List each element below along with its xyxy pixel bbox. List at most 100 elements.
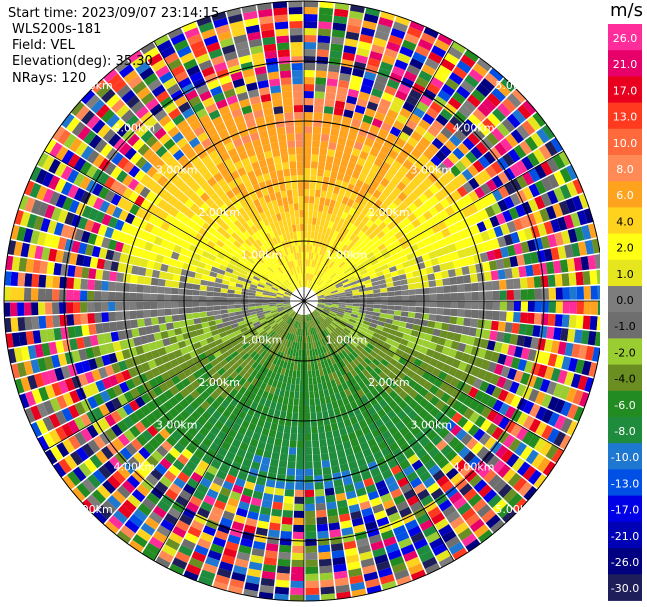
velocity-gate <box>212 334 221 341</box>
velocity-gate <box>359 551 373 561</box>
velocity-gate <box>245 517 258 527</box>
velocity-gate <box>280 446 289 455</box>
velocity-gate <box>361 216 370 225</box>
velocity-gate <box>41 172 54 188</box>
velocity-gate <box>206 376 216 386</box>
velocity-gate <box>214 207 224 217</box>
velocity-gate <box>51 382 63 397</box>
velocity-gate <box>250 45 264 55</box>
velocity-gate <box>435 150 447 162</box>
velocity-gate <box>220 399 230 409</box>
velocity-gate <box>288 310 295 316</box>
velocity-gate <box>201 380 211 390</box>
velocity-gate <box>209 202 220 212</box>
velocity-gate <box>512 278 521 289</box>
velocity-gate <box>355 413 365 423</box>
velocity-gate <box>213 453 225 464</box>
velocity-gate <box>312 440 320 448</box>
velocity-gate <box>420 453 432 465</box>
velocity-gate <box>283 295 291 299</box>
velocity-gate <box>242 68 255 78</box>
velocity-gate <box>254 425 263 435</box>
velocity-gate <box>364 176 374 186</box>
velocity-gate <box>337 506 350 516</box>
colorbar-tick-label: 2.0 <box>616 242 634 255</box>
velocity-gate <box>154 463 168 476</box>
velocity-gate <box>269 458 279 467</box>
velocity-gate <box>275 268 282 275</box>
velocity-gate <box>288 397 294 406</box>
velocity-gate <box>331 371 339 380</box>
velocity-gate <box>434 493 449 506</box>
velocity-gate <box>80 290 88 301</box>
velocity-gate <box>68 435 81 450</box>
velocity-gate <box>277 558 291 567</box>
velocity-gate <box>590 301 598 315</box>
azimuth-line <box>303 150 565 302</box>
velocity-gate <box>181 465 194 478</box>
velocity-gate <box>405 170 416 181</box>
velocity-gate <box>86 494 102 509</box>
velocity-gate <box>321 460 331 468</box>
velocity-gate <box>247 445 257 455</box>
velocity-gate <box>553 187 565 202</box>
velocity-gate <box>140 111 154 125</box>
velocity-gate <box>235 144 246 154</box>
velocity-gate <box>234 84 247 95</box>
velocity-gate <box>398 202 408 212</box>
velocity-gate <box>174 70 189 83</box>
velocity-gate <box>189 154 201 165</box>
velocity-gate <box>425 266 434 275</box>
velocity-gate <box>187 33 203 46</box>
velocity-gate <box>312 311 318 318</box>
velocity-gate <box>377 567 393 578</box>
velocity-gate <box>428 250 437 260</box>
velocity-gate <box>299 384 304 392</box>
velocity-gate <box>185 443 198 454</box>
velocity-gate <box>17 317 26 331</box>
velocity-gate <box>352 68 365 78</box>
velocity-gate <box>254 145 264 155</box>
velocity-gate <box>457 309 465 317</box>
velocity-gate <box>358 173 367 183</box>
velocity-gate <box>32 330 42 344</box>
velocity-gate <box>288 7 303 15</box>
velocity-gate <box>524 360 534 374</box>
velocity-gate <box>486 409 498 423</box>
velocity-gate <box>34 245 44 260</box>
velocity-gate <box>453 521 469 536</box>
velocity-gate <box>444 169 456 182</box>
velocity-gate <box>411 459 424 471</box>
velocity-gate <box>236 346 245 354</box>
velocity-gate <box>141 460 155 473</box>
velocity-gate <box>312 253 317 261</box>
velocity-gate <box>378 424 388 434</box>
velocity-gate <box>324 424 332 433</box>
velocity-gate <box>438 353 448 363</box>
velocity-gate <box>285 324 290 332</box>
velocity-gate <box>402 186 413 197</box>
velocity-gate <box>388 265 398 273</box>
velocity-gate <box>274 438 283 447</box>
velocity-gate <box>317 35 331 44</box>
velocity-gate <box>264 384 272 393</box>
velocity-gate <box>259 584 275 594</box>
velocity-gate <box>255 270 263 277</box>
velocity-gate <box>110 423 123 437</box>
velocity-gate <box>220 168 230 178</box>
velocity-gate <box>50 235 61 249</box>
velocity-gate <box>502 332 512 344</box>
velocity-gate <box>258 159 268 168</box>
velocity-gate <box>270 142 280 151</box>
velocity-gate <box>552 260 562 274</box>
velocity-gate <box>281 264 287 272</box>
velocity-gate <box>577 375 588 391</box>
velocity-gate <box>35 168 48 185</box>
velocity-gate <box>572 389 584 405</box>
velocity-gate <box>443 374 454 385</box>
azimuth-line <box>43 300 305 452</box>
velocity-gate <box>453 221 464 232</box>
velocity-gate <box>210 345 220 354</box>
velocity-gate <box>123 69 139 84</box>
velocity-gate <box>276 381 283 389</box>
